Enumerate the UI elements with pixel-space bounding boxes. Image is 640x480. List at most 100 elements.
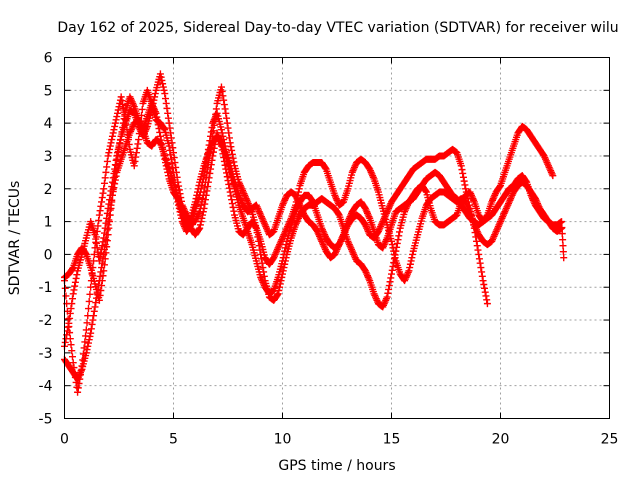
y-tick-label: -5 bbox=[39, 412, 53, 428]
data-point bbox=[103, 237, 111, 245]
data-point bbox=[204, 178, 212, 186]
data-point bbox=[114, 148, 122, 156]
data-point bbox=[63, 327, 71, 335]
data-point bbox=[102, 168, 110, 176]
data-point bbox=[105, 149, 113, 157]
data-point bbox=[172, 163, 180, 171]
data-point bbox=[558, 218, 566, 226]
data-point bbox=[162, 95, 170, 103]
data-point bbox=[522, 177, 530, 185]
data-point bbox=[230, 207, 238, 215]
y-tick-label: 6 bbox=[44, 51, 53, 67]
data-point bbox=[131, 157, 139, 165]
data-point bbox=[473, 242, 481, 250]
data-point bbox=[106, 211, 114, 219]
data-point bbox=[109, 188, 117, 196]
data-point bbox=[90, 307, 98, 315]
data-point bbox=[98, 259, 106, 267]
data-point bbox=[132, 153, 140, 161]
data-point bbox=[195, 225, 203, 233]
data-point bbox=[558, 230, 566, 238]
data-point bbox=[391, 254, 399, 262]
grid bbox=[64, 57, 610, 419]
data-point bbox=[222, 109, 230, 117]
data-point bbox=[120, 115, 128, 123]
data-point bbox=[386, 278, 394, 286]
data-point bbox=[130, 162, 138, 170]
data-point bbox=[387, 274, 395, 282]
data-point bbox=[459, 169, 467, 177]
data-point bbox=[219, 92, 227, 100]
data-point bbox=[186, 215, 194, 223]
data-point bbox=[96, 272, 104, 280]
data-point bbox=[151, 93, 159, 101]
data-point bbox=[207, 165, 215, 173]
data-point bbox=[119, 124, 127, 132]
data-point bbox=[153, 113, 161, 121]
data-point bbox=[92, 235, 100, 243]
data-point bbox=[228, 146, 236, 154]
data-point bbox=[68, 353, 76, 361]
data-point bbox=[103, 226, 111, 234]
data-point bbox=[406, 260, 414, 268]
data-point bbox=[71, 278, 79, 286]
data-point bbox=[199, 208, 207, 216]
data-point bbox=[110, 126, 118, 134]
data-point bbox=[279, 257, 286, 265]
data-point bbox=[171, 159, 179, 167]
data-point bbox=[223, 173, 231, 181]
data-point bbox=[229, 154, 237, 162]
data-point bbox=[460, 177, 468, 185]
y-tick-label: 0 bbox=[44, 247, 53, 263]
data-point bbox=[558, 224, 566, 232]
x-axis-label: GPS time / hours bbox=[278, 458, 395, 474]
data-point bbox=[62, 335, 70, 343]
data-point bbox=[133, 144, 141, 152]
data-point bbox=[98, 198, 106, 206]
data-point bbox=[559, 242, 567, 250]
data-point bbox=[103, 157, 111, 165]
data-point bbox=[170, 149, 177, 157]
data-point bbox=[385, 282, 393, 290]
data-point bbox=[481, 288, 489, 296]
data-point bbox=[560, 254, 568, 262]
data-point bbox=[225, 129, 233, 137]
data-point bbox=[86, 290, 94, 298]
data-point bbox=[159, 83, 167, 91]
data-marks bbox=[61, 70, 568, 396]
data-point bbox=[82, 249, 90, 257]
data-point bbox=[104, 152, 112, 160]
data-point bbox=[82, 349, 90, 357]
data-point bbox=[163, 104, 171, 112]
data-point bbox=[111, 180, 119, 188]
data-point bbox=[99, 189, 107, 197]
data-point bbox=[201, 196, 209, 204]
data-point bbox=[115, 103, 123, 111]
x-tick-label: 15 bbox=[383, 432, 401, 448]
data-point bbox=[102, 236, 110, 244]
data-point bbox=[482, 292, 490, 300]
data-point bbox=[406, 264, 414, 272]
data-point bbox=[496, 183, 504, 191]
data-point bbox=[106, 142, 114, 150]
data-point bbox=[154, 117, 162, 125]
data-point bbox=[474, 246, 482, 254]
data-point bbox=[473, 237, 481, 245]
data-point bbox=[204, 183, 212, 191]
data-point bbox=[229, 203, 237, 211]
data-point bbox=[230, 158, 238, 166]
data-point bbox=[209, 152, 217, 160]
y-tick-label: -3 bbox=[39, 346, 53, 362]
data-point bbox=[66, 314, 74, 322]
data-point bbox=[164, 109, 172, 117]
data-point bbox=[98, 264, 106, 272]
data-point bbox=[84, 305, 92, 313]
axis-ticks: 0 5 10 15 20 25 -5 -4 -3 -2 -1 0 1 2 3 4 5 6 bbox=[39, 51, 619, 448]
data-point bbox=[273, 291, 281, 299]
data-point bbox=[113, 113, 121, 121]
data-point bbox=[407, 257, 415, 265]
data-point bbox=[91, 303, 99, 311]
data-point bbox=[478, 268, 486, 276]
data-point bbox=[67, 305, 75, 313]
y-tick-label: -1 bbox=[39, 280, 53, 296]
